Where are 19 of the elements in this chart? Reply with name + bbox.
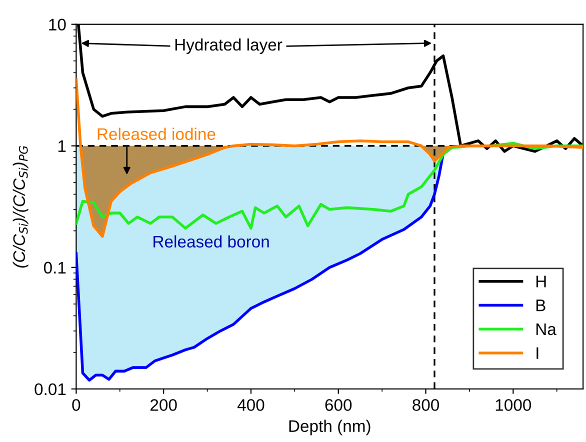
legend-label: H <box>536 276 546 288</box>
legend-label: I <box>536 347 538 359</box>
annotation: Released boron <box>154 235 269 248</box>
annotation: Released iodine <box>98 128 216 140</box>
x-axis-title: Depth (nm) <box>289 420 370 436</box>
x-tick-label: 800 <box>412 399 440 411</box>
x-tick-label: 1000 <box>496 399 532 411</box>
x-tick-label: 400 <box>237 399 264 411</box>
y-tick-label: 0.01 <box>34 383 66 396</box>
legend-label: B <box>536 300 546 312</box>
y-tick-label: 10 <box>49 18 66 31</box>
y-tick-label: 0.1 <box>44 262 66 274</box>
y-tick-label: 1 <box>58 140 66 152</box>
legend-label: Na <box>536 324 556 336</box>
x-tick-label: 200 <box>150 399 177 411</box>
x-tick-label: 600 <box>325 399 352 411</box>
x-tick-label: 0 <box>72 399 80 411</box>
annotation: Hydrated layer <box>175 38 282 54</box>
y-axis-title: (C/C$_{Si}$)/(C/C$_{Si}$)$_{PG}$ <box>12 146 28 268</box>
